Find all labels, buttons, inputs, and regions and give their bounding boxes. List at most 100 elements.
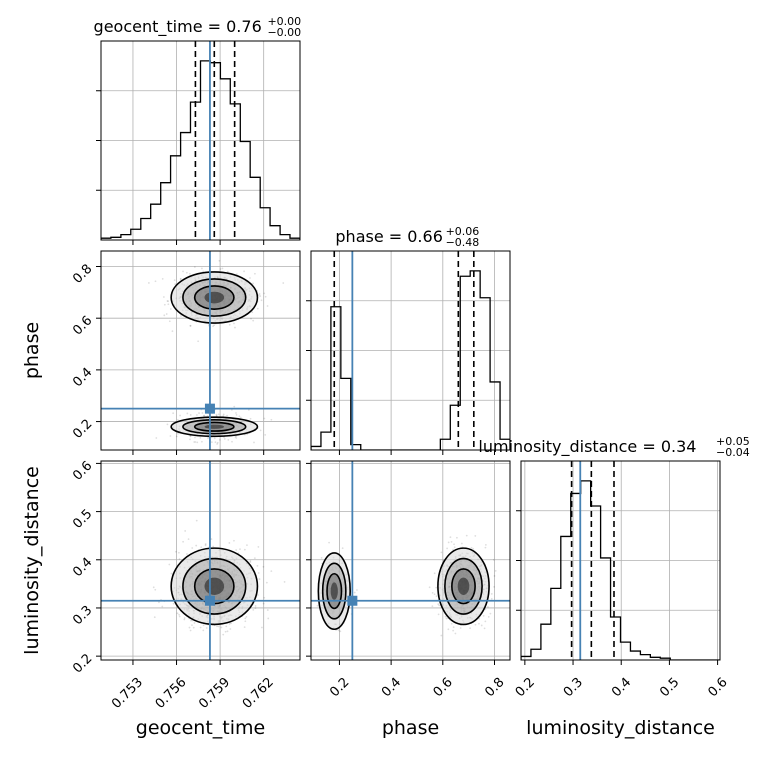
sample-point [228,623,231,625]
sample-point [222,633,225,636]
sample-point [250,317,252,320]
sample-point [493,585,495,588]
sample-point [254,607,257,609]
y-tick-label: 0.6 [70,313,95,338]
sample-point [252,608,255,611]
sample-point [487,615,490,618]
x-tick-label: 0.6 [705,675,730,700]
sample-point [226,414,228,417]
sample-point [263,596,266,599]
sample-point [478,622,480,625]
sample-point [201,440,203,443]
sample-point [282,282,285,284]
x-tick-label: 0.3 [561,675,586,700]
sample-point [267,617,270,620]
sample-point [256,307,259,310]
panel-luminosity_distance-luminosity_distance: 0.2 0.3 0.4 0.5 0.6 [513,460,731,700]
sample-point [200,546,203,549]
title-plus: +0.05 [716,435,750,448]
sample-point [189,438,191,441]
sample-point [492,558,495,561]
y-axis-label: phase [21,322,43,379]
sample-point [490,597,493,600]
sample-point [189,324,192,327]
histogram-luminosity_distance [521,480,720,660]
sample-point [228,323,231,326]
sample-point [226,630,229,633]
sample-point [190,619,192,622]
sample-point [320,557,323,559]
sample-point [210,538,213,540]
sample-point [179,277,182,280]
sample-point [456,669,458,671]
sample-point [165,313,168,315]
sample-point [437,603,440,606]
panel-frame [100,250,301,451]
sample-point [223,438,226,440]
y-axis-label: luminosity_distance [21,466,43,655]
sample-point [447,628,450,631]
sample-point [487,605,489,608]
sample-point [259,295,262,297]
sample-point [251,311,254,314]
sample-point [169,435,172,437]
sample-point [260,299,263,302]
sample-point [174,550,177,553]
sample-point [454,632,457,635]
sample-point [478,617,481,620]
sample-point [203,415,205,417]
x-axis-label: luminosity_distance [526,717,715,739]
x-tick-label: 0.753 [109,675,146,712]
sample-point [438,604,441,607]
sample-point [228,542,231,544]
sample-point [222,413,225,416]
title-minus: −0.00 [267,26,301,39]
sample-point [166,423,169,426]
sample-point [261,626,263,629]
sample-point [484,620,487,623]
sample-point [256,564,259,567]
x-tick-label: 0.762 [240,675,277,712]
density-contour [204,577,225,595]
sample-point [213,324,216,327]
panel-phase-phase [306,250,511,455]
histogram-geocent_time [101,60,300,240]
x-tick-label: 0.759 [196,675,233,712]
sample-point [180,315,182,317]
sample-point [155,437,158,439]
sample-point [489,612,492,615]
y-tick-label: 0.8 [70,262,95,287]
sample-point [234,326,236,329]
sample-point [207,437,209,440]
title-plus: +0.06 [446,225,480,238]
title-luminosity_distance: luminosity_distance = 0.34 +0.05−0.04 [478,435,749,459]
sample-point [494,569,497,572]
sample-point [195,519,198,522]
sample-point [263,417,266,420]
sample-point [265,581,268,584]
sample-point [253,441,255,444]
x-tick-label: 0.756 [153,675,190,712]
sample-point [166,300,169,302]
sample-point [184,530,187,532]
panel-geocent_time-phase: 0.2 0.4 0.6 0.8 [70,250,301,455]
x-axis-label: phase [382,717,439,739]
sample-point [266,609,269,611]
panel-frame [100,460,301,661]
sample-point [170,572,173,575]
sample-point [216,625,218,628]
sample-point [171,330,174,333]
sample-point [235,413,238,416]
sample-point [243,626,246,629]
sample-point [435,586,438,589]
sample-point [270,418,273,421]
sample-point [233,539,235,542]
x-tick-label: 0.2 [513,675,538,700]
sample-point [264,433,267,436]
sample-point [238,415,241,418]
sample-point [189,324,192,327]
sample-point [179,414,181,417]
sample-point [262,565,265,568]
sample-point [199,626,202,629]
sample-point [257,572,260,574]
